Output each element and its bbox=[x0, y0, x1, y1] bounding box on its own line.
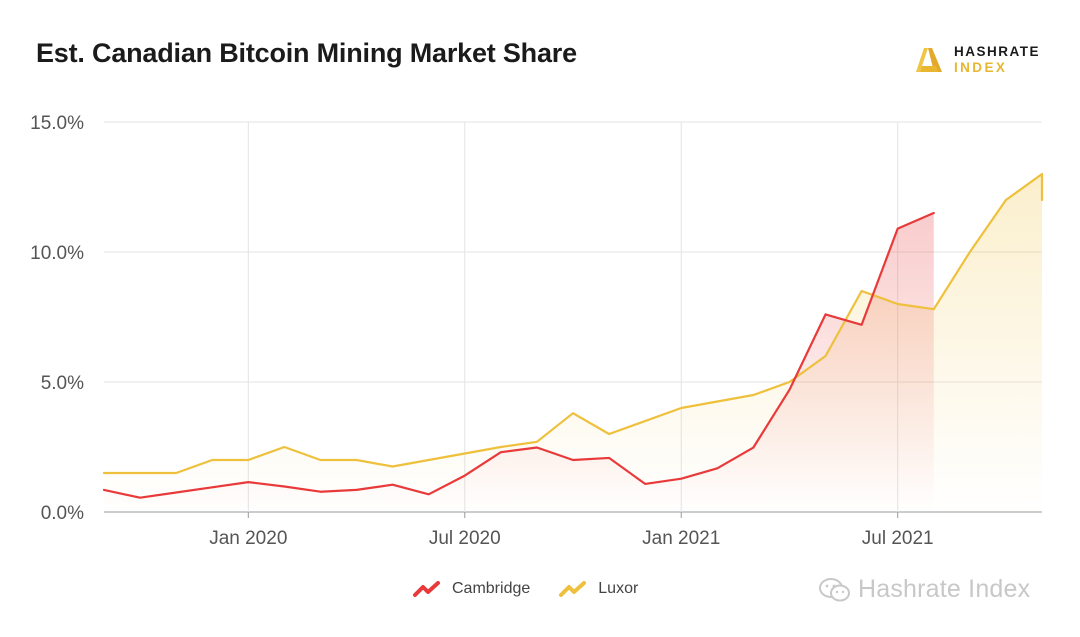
y-tick-label: 10.0% bbox=[30, 243, 84, 264]
series-lines bbox=[102, 172, 1044, 499]
legend-line-icon-yellow bbox=[559, 581, 587, 597]
watermark: Hashrate Index bbox=[818, 575, 1030, 604]
legend-item-luxor: Luxor bbox=[558, 580, 638, 598]
axes: 0.0% 5.0% 10.0% 15.0% Jan 2020 Jul 2020 Jan 20… bbox=[30, 113, 933, 549]
series-line-luxor bbox=[102, 172, 1044, 475]
brand-name-line2: INDEX bbox=[954, 60, 1008, 75]
brand-name-line1: HASHRATE bbox=[954, 44, 1040, 59]
wechat-icon bbox=[819, 577, 850, 601]
y-tick-label: 5.0% bbox=[41, 373, 84, 394]
chart-title: Est. Canadian Bitcoin Mining Market Shar… bbox=[36, 38, 577, 68]
brand-logo: HASHRATE INDEX bbox=[914, 44, 1040, 76]
legend-label-luxor: Luxor bbox=[598, 580, 639, 597]
area-cambridge bbox=[104, 213, 934, 512]
legend-line-icon-red bbox=[413, 581, 440, 597]
x-tick-label: Jan 2021 bbox=[642, 528, 720, 549]
x-tick-label: Jan 2020 bbox=[209, 528, 287, 549]
chart-legend: Cambridge Luxor bbox=[412, 580, 666, 598]
series-areas bbox=[104, 174, 1042, 512]
series-line-cambridge bbox=[102, 211, 935, 499]
hashrate-index-logo-icon bbox=[916, 48, 942, 72]
x-tick-label: Jul 2021 bbox=[862, 528, 934, 549]
legend-label-cambridge: Cambridge bbox=[452, 580, 531, 597]
x-tick-label: Jul 2020 bbox=[429, 528, 501, 549]
y-tick-label: 0.0% bbox=[41, 503, 84, 524]
legend-item-cambridge: Cambridge bbox=[412, 580, 530, 598]
y-tick-label: 15.0% bbox=[30, 113, 84, 134]
watermark-text: Hashrate Index bbox=[858, 575, 1031, 603]
